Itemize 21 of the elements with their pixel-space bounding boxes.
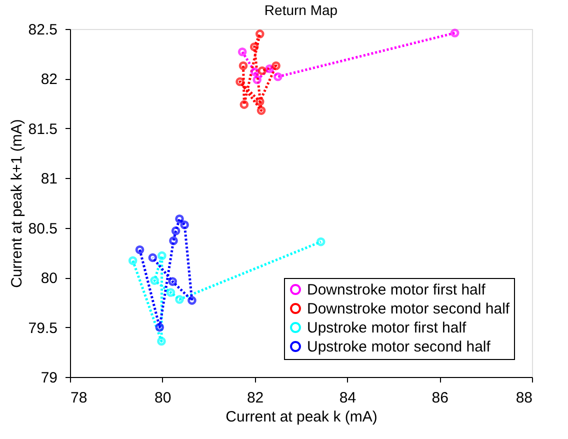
y-tick-label: 82 bbox=[40, 71, 58, 88]
y-tick-label: 79 bbox=[40, 370, 58, 386]
y-tick-label: 81.5 bbox=[28, 120, 58, 138]
x-tick-label: 78 bbox=[70, 390, 88, 406]
legend-label: Downstroke motor first half bbox=[307, 282, 486, 298]
legend-label: Upstroke motor second half bbox=[307, 338, 492, 356]
x-tick-label: 84 bbox=[339, 390, 356, 406]
y-axis-title: Current at peak k+1 (mA) bbox=[8, 119, 26, 288]
y-tick-label: 80.5 bbox=[28, 220, 58, 238]
x-tick-label: 80 bbox=[154, 390, 172, 406]
x-tick-label: 88 bbox=[516, 390, 532, 406]
legend-label: Downstroke motor second half bbox=[307, 300, 510, 318]
x-tick-label: 86 bbox=[432, 390, 448, 406]
y-tick-label: 82.5 bbox=[28, 22, 58, 38]
x-axis-title: Current at peak k (mA) bbox=[226, 408, 378, 426]
x-tick-label: 82 bbox=[246, 390, 264, 406]
y-tick-label: 79.5 bbox=[28, 320, 58, 337]
legend-label: Upstroke motor first half bbox=[307, 320, 468, 336]
chart-title: Return Map bbox=[264, 2, 338, 18]
y-tick-label: 80 bbox=[40, 270, 58, 288]
y-tick-label: 81 bbox=[40, 170, 58, 188]
